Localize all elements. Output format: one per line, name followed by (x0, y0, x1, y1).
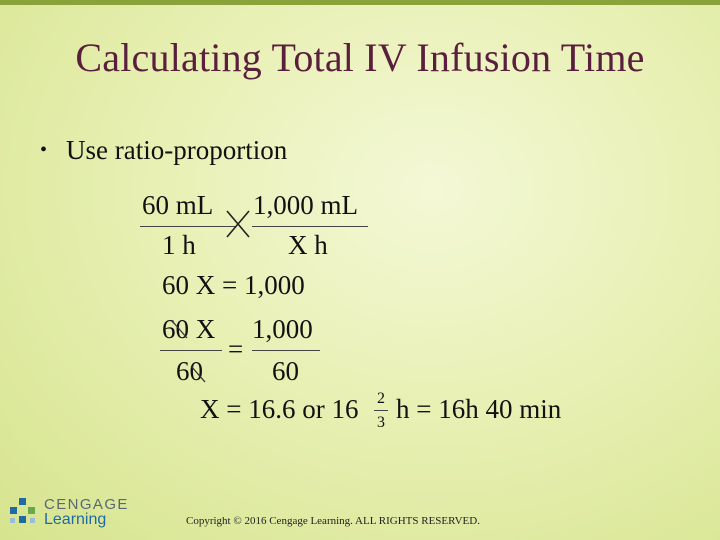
division-right-numerator: 1,000 (252, 314, 313, 344)
cross-multiply-icon (226, 210, 250, 238)
cengage-logo-mark-icon (10, 498, 35, 523)
logo-name: CENGAGE (44, 496, 129, 513)
slide-title: Calculating Total IV Infusion Time (75, 35, 645, 80)
cross-product-equation: 60 X = 1,000 (162, 270, 305, 300)
top-accent-bar (0, 0, 720, 5)
division-equals: = (228, 334, 244, 364)
result-fraction-numerator: 2 (377, 390, 385, 407)
ratio-right-numerator: 1,000 mL (253, 190, 358, 220)
division-right-fraction-bar (252, 350, 320, 351)
ratio-left-numerator: 60 mL (142, 190, 214, 220)
cancel-slash-icon (172, 321, 188, 339)
bullet-text: Use ratio-proportion (66, 135, 288, 165)
division-left-denominator: 60 (176, 356, 203, 386)
ratio-right-denominator: X h (288, 230, 328, 260)
result-fraction-bar (374, 410, 388, 411)
ratio-left-denominator: 1 h (162, 230, 196, 260)
division-left-numerator: 60 X (162, 314, 216, 344)
result-suffix: h = 16h 40 min (396, 394, 562, 424)
result-prefix: X = 16.6 or 16 (200, 394, 359, 424)
ratio-left-fraction-bar (140, 226, 236, 227)
cengage-logo: CENGAGE Learning (10, 496, 130, 536)
cancel-slash-icon-2 (190, 365, 206, 383)
result-fraction-denominator: 3 (377, 414, 385, 431)
logo-subtitle: Learning (44, 511, 107, 528)
bullet-item: • Use ratio-proportion (40, 135, 287, 166)
copyright-notice: Copyright © 2016 Cengage Learning. ALL R… (186, 515, 480, 527)
bullet-icon: • (40, 139, 48, 161)
division-left-fraction-bar (160, 350, 222, 351)
ratio-right-fraction-bar (252, 226, 368, 227)
division-right-denominator: 60 (272, 356, 299, 386)
